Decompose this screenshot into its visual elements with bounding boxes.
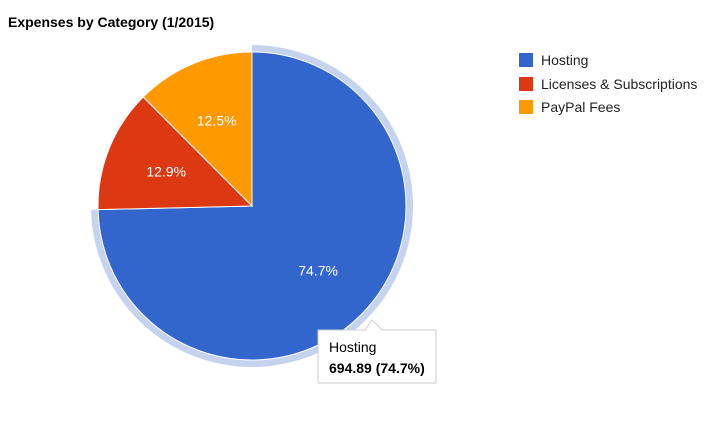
legend-swatch-hosting (519, 53, 533, 67)
legend-item-licenses[interactable]: Licenses & Subscriptions (519, 76, 697, 92)
legend-label-hosting: Hosting (541, 52, 588, 68)
tooltip-value: 694.89 (74.7%) (329, 360, 425, 376)
tooltip: Hosting 694.89 (74.7%) (317, 319, 437, 384)
slice-label-paypal-fees: 12.5% (197, 113, 237, 129)
legend: Hosting Licenses & Subscriptions PayPal … (519, 52, 697, 115)
slice-paypal-fees[interactable] (142, 51, 253, 208)
legend-label-paypal-fees: PayPal Fees (541, 99, 620, 115)
slice-label-licenses-subscriptions: 12.9% (146, 164, 186, 180)
legend-swatch-licenses (519, 77, 533, 91)
slice-labels: 74.7% 12.9% 12.5% (146, 113, 338, 279)
tooltip-pointer (364, 319, 383, 331)
slice-hosting[interactable] (97, 51, 407, 361)
legend-item-paypal-fees[interactable]: PayPal Fees (519, 99, 620, 115)
legend-swatch-paypal-fees (519, 100, 533, 114)
legend-item-hosting[interactable]: Hosting (519, 52, 588, 68)
chart-title: Expenses by Category (1/2015) (8, 14, 214, 30)
pie-slices (91, 45, 413, 367)
legend-label-licenses: Licenses & Subscriptions (541, 76, 697, 92)
tooltip-box (317, 329, 437, 384)
slice-licenses-subscriptions[interactable] (97, 96, 254, 211)
tooltip-label: Hosting (329, 339, 376, 355)
slice-label-hosting: 74.7% (298, 263, 338, 279)
